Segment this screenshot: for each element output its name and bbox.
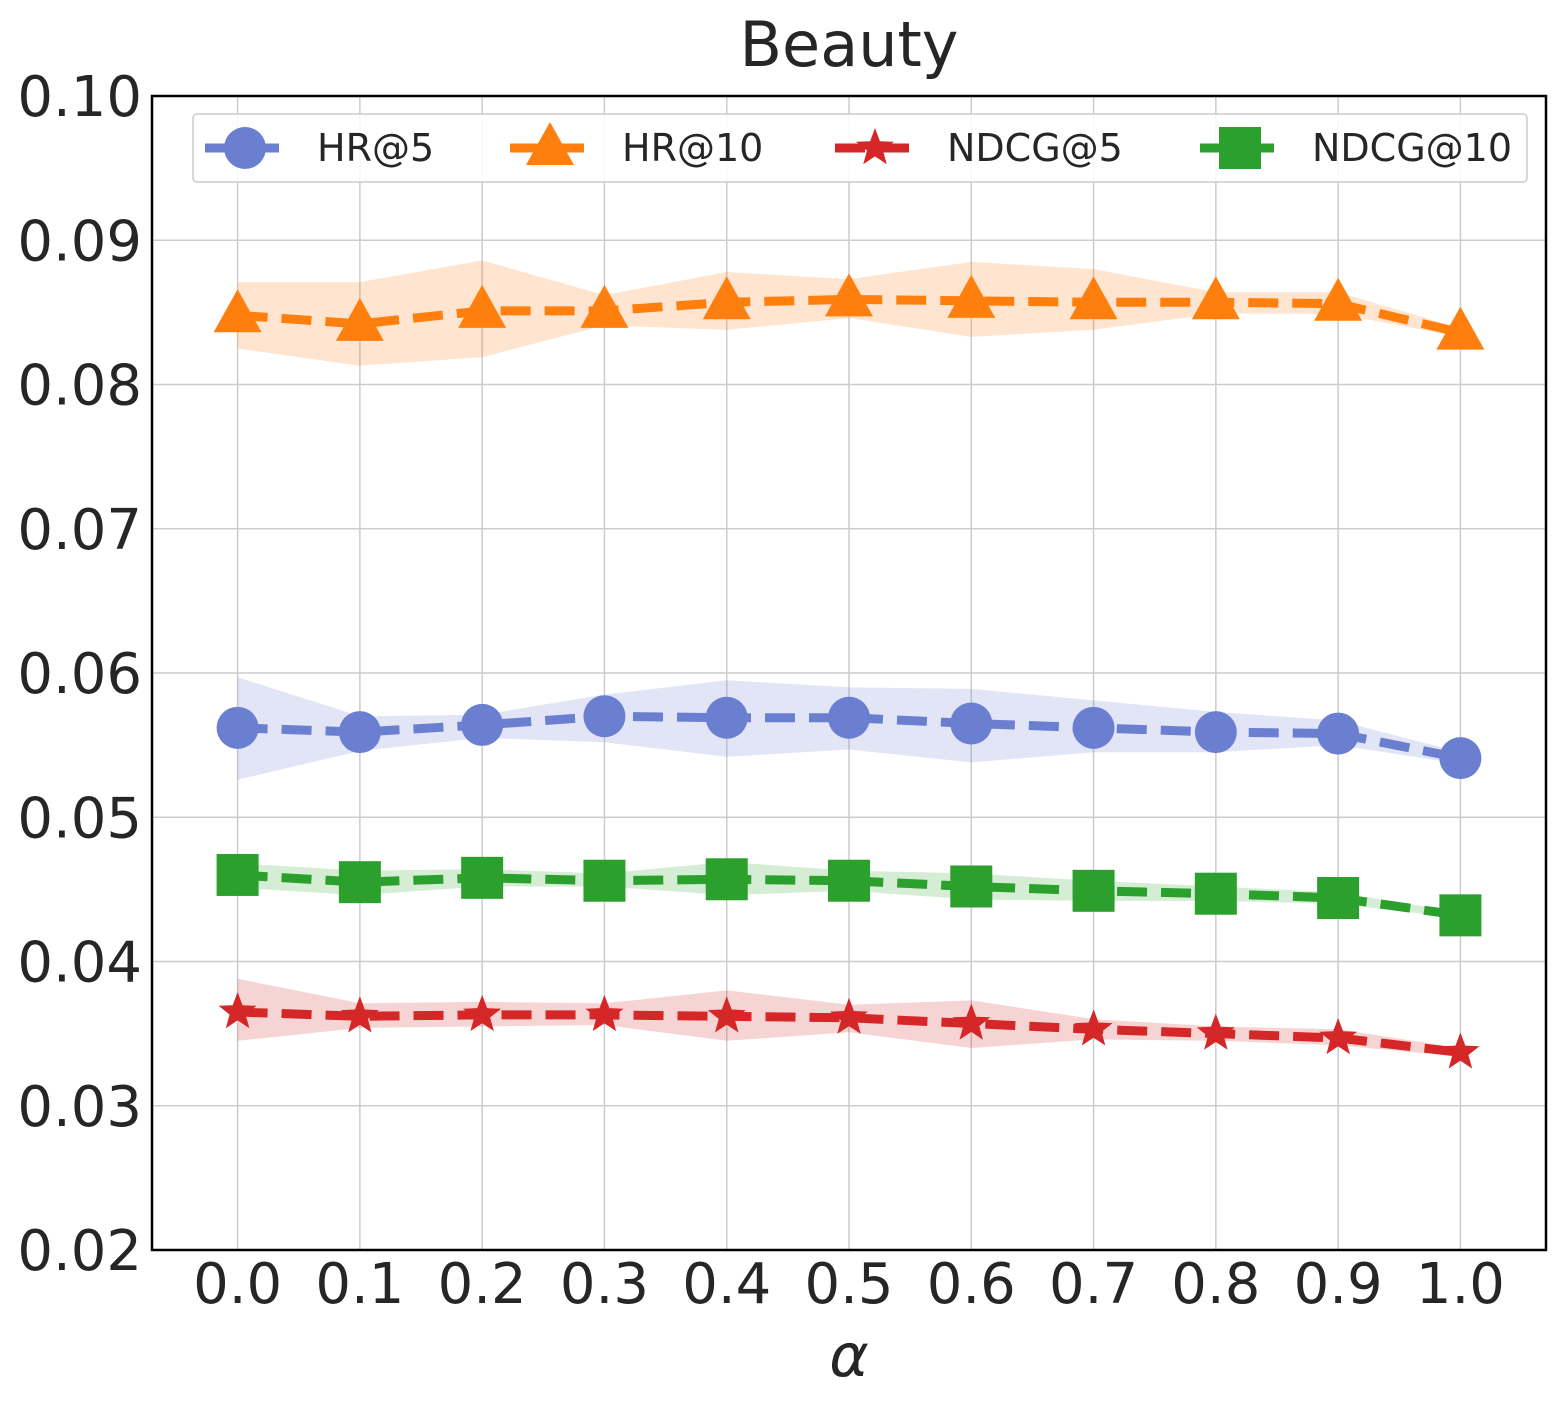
hr-5-point [950,702,993,745]
x-tick-label: 0.0 [193,1252,282,1317]
hr-10-point [1191,276,1240,320]
x-tick-label: 0.5 [804,1252,893,1317]
y-tick-label: 0.03 [17,1075,142,1140]
ndcg-5-point [1441,1032,1480,1069]
hr-10-line [237,294,1462,337]
ndcg-10-point [705,858,748,901]
y-tick-label: 0.09 [17,209,142,274]
hr-10-point [1436,306,1485,350]
legend-marker [856,128,894,165]
hr-10-point [213,289,262,333]
hr-10-point [947,274,996,318]
ndcg-10-point [1439,894,1482,937]
y-tick-label: 0.02 [17,1219,142,1284]
ndcg-5-point [463,994,502,1032]
legend-label: NDCG@5 [947,126,1123,170]
y-tick-label: 0.05 [17,786,142,851]
ndcg-10-point [950,865,993,908]
hr-5-point [216,706,259,749]
hr-5-point [583,695,626,738]
chart-title: Beauty [740,8,959,81]
hr-5-point [1194,711,1237,754]
hr-5-line [237,711,1462,763]
ndcg-10-point [1317,877,1360,920]
x-tick-label: 0.4 [682,1252,771,1317]
legend: HR@5 HR@10 NDCG@5 NDCG@10 [192,113,1528,183]
ndcg-5-point [707,996,746,1033]
x-axis-label: α [829,1321,869,1391]
x-tick-label: 0.7 [1049,1252,1138,1317]
ndcg-5-point [830,997,868,1034]
ndcg-10-point [1194,872,1237,915]
y-tick-label: 0.04 [17,931,142,996]
ndcg-5-point [952,1003,991,1040]
legend-marker [1219,127,1261,169]
y-tick-labels: 0.02 0.03 0.04 0.05 0.06 0.07 0.08 0.09 0.10 [17,65,142,1284]
legend-label: HR@10 [622,126,763,170]
ndcg-10-point [338,861,381,904]
hr-5-point [1439,737,1482,780]
hr-5-point [461,703,504,746]
grid-layer [152,95,1546,1251]
x-tick-label: 0.6 [927,1252,1016,1317]
ndcg-5-point [1074,1009,1113,1046]
ndcg-10-point [461,856,504,899]
x-tick-label: 1.0 [1416,1252,1505,1317]
ndcg-5-point [1196,1013,1235,1050]
ndcg-5-point [1319,1018,1358,1055]
x-tick-label: 0.1 [315,1252,404,1317]
ndcg-5-line [237,1007,1461,1057]
legend-label: NDCG@10 [1312,126,1512,170]
hr-10-point [702,276,751,320]
y-tick-label: 0.08 [17,354,142,419]
plot-frame [150,94,1548,1252]
hr-5-point [705,696,748,739]
ndcg-5-point [218,992,257,1029]
ndcg-5-point [340,996,379,1033]
hr-5-point [338,711,381,754]
legend-marker [526,122,574,165]
legend-item-hr-5: HR@5 [205,126,434,170]
hr-5-point [1317,712,1360,755]
legend-items: HR@5 HR@10 NDCG@5 NDCG@10 [205,122,1512,170]
x-tick-label: 0.3 [560,1252,649,1317]
ndcg-5-point [585,994,624,1032]
legend-label: HR@5 [317,126,434,170]
ndcg-10-line [237,870,1462,920]
y-tick-label: 0.10 [17,65,142,130]
legend-item-hr-10: HR@10 [510,122,763,170]
hr-5-point [828,696,870,739]
ndcg-10-point [216,853,259,896]
y-tick-label: 0.06 [17,642,142,707]
legend-item-ndcg-10: NDCG@10 [1200,126,1512,170]
hr-5-point [1072,706,1115,749]
hr-10-point [1314,277,1363,321]
hr-10-point [458,284,507,328]
y-tick-label: 0.07 [17,498,142,563]
x-tick-label: 0.8 [1171,1252,1260,1317]
ndcg-10-point [583,859,626,902]
series-lines [237,294,1462,1057]
hr-10-point [1069,276,1118,320]
x-tick-label: 0.9 [1294,1252,1383,1317]
x-tick-label: 0.2 [438,1252,527,1317]
x-tick-labels: 0.0 0.1 0.2 0.3 0.4 0.5 0.6 0.7 0.8 0.9 1.0 [193,1252,1505,1317]
hr-10-point [580,284,629,328]
ndcg-10-point [1072,869,1115,912]
series-markers [213,273,1485,1069]
legend-marker [224,127,266,169]
hr-10-point [335,297,384,341]
ndcg-10-point [828,859,870,902]
hr-10-point [825,273,873,317]
legend-item-ndcg-5: NDCG@5 [835,126,1123,170]
